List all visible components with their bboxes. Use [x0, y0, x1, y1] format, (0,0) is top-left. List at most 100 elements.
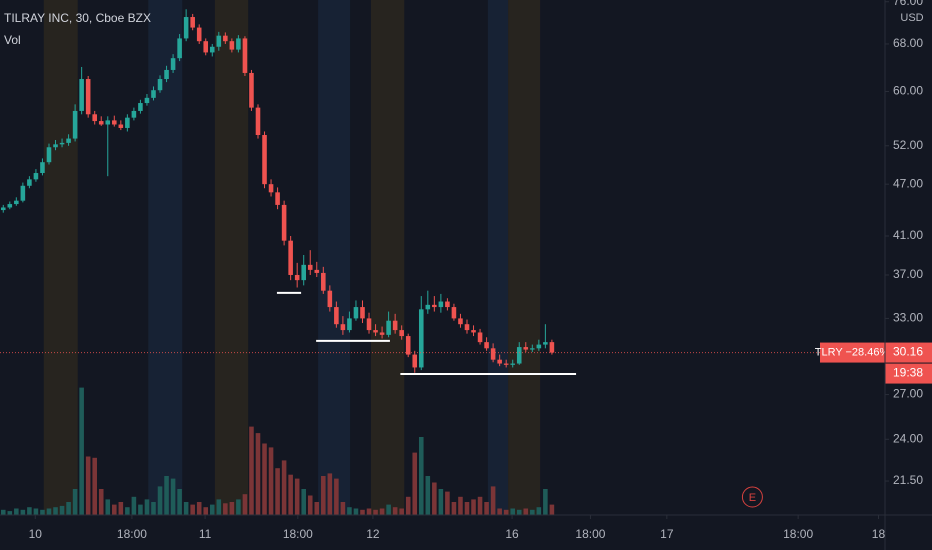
candle-body: [288, 240, 293, 275]
volume-bar: [112, 504, 117, 515]
candle-body: [144, 97, 150, 104]
candle-body: [255, 107, 261, 135]
x-tick-label: 18:00: [283, 527, 313, 541]
candle-body: [418, 309, 424, 368]
candle-body: [490, 348, 496, 360]
candle-body: [27, 179, 32, 186]
y-tick-label: 41.00: [893, 228, 923, 242]
candle-body: [131, 110, 137, 118]
volume-bar: [92, 457, 97, 515]
candle-body: [392, 320, 398, 331]
volume-bar: [386, 504, 391, 515]
candle-body: [112, 120, 117, 125]
last-price-label: 30.16: [893, 345, 923, 359]
volume-bar: [66, 502, 71, 515]
candle-body: [262, 134, 267, 185]
volume-bar: [418, 437, 424, 515]
candle-body: [314, 269, 320, 273]
volume-bar: [190, 504, 195, 515]
volume-bar: [334, 478, 339, 515]
candle-body: [157, 79, 163, 91]
candle-body: [33, 173, 39, 180]
candle-body: [307, 264, 313, 270]
candle-body: [223, 35, 228, 42]
y-tick-label: 37.00: [893, 267, 923, 281]
volume-bar: [177, 489, 182, 515]
candle-body: [399, 330, 404, 337]
volume-bar: [412, 452, 418, 515]
candle-body: [516, 347, 522, 364]
volume-bar: [98, 489, 104, 515]
x-tick-label: 18:00: [783, 527, 813, 541]
x-tick-label: 10: [29, 527, 43, 541]
volume-bar: [301, 489, 306, 515]
x-tick-label: 16: [505, 527, 519, 541]
volume-bar: [516, 509, 522, 515]
volume-bar: [366, 508, 372, 515]
candles: [0, 9, 555, 373]
candle-body: [530, 348, 535, 350]
volume-bar: [151, 502, 156, 515]
candle-body: [229, 41, 235, 50]
candle-body: [66, 138, 71, 143]
x-tick-label: 18: [872, 527, 886, 541]
volume-bar: [543, 489, 548, 515]
candle-body: [85, 79, 91, 115]
session-band: [487, 0, 509, 515]
candle-body: [340, 324, 346, 331]
volume-bar: [14, 508, 19, 515]
candle-body: [53, 144, 58, 148]
volume-bar: [281, 460, 287, 515]
candle-body: [353, 307, 359, 319]
volume-bar: [268, 447, 274, 515]
volume-bar: [445, 491, 450, 515]
candle-body: [72, 110, 78, 139]
volume-bar: [0, 509, 6, 515]
volume-bar: [223, 503, 228, 515]
volume-bar: [451, 502, 457, 515]
y-tick-label: 24.00: [893, 431, 923, 445]
candle-body: [334, 307, 339, 325]
volume-bar: [170, 478, 176, 515]
volume-bar: [46, 508, 52, 515]
volume-bar: [530, 509, 535, 515]
candle-body: [471, 330, 476, 333]
axes: 21.50 24.00 27.00 33.00 37.00 41.00 47.00 52.00…: [29, 0, 924, 541]
candle-body: [432, 304, 437, 308]
volume-bar: [438, 489, 444, 515]
candle-body: [164, 69, 169, 80]
volume-bar: [294, 478, 300, 515]
volume-bar: [144, 499, 150, 515]
volume-bar: [392, 507, 398, 515]
candle-body: [203, 41, 209, 53]
volume-bar: [490, 486, 496, 515]
volume-bar: [105, 499, 111, 515]
candle-body: [425, 304, 431, 310]
candle-body: [484, 342, 489, 349]
candle-body: [301, 264, 306, 281]
candle-body: [386, 320, 391, 335]
candle-body: [125, 117, 130, 128]
candle-body: [216, 35, 222, 47]
event-label: E: [749, 492, 756, 504]
session-band: [214, 0, 249, 515]
volume-bar: [53, 507, 58, 515]
candle-body: [190, 17, 195, 28]
candle-body: [503, 363, 509, 365]
session-band: [318, 0, 351, 515]
volume-bar: [549, 504, 555, 515]
volume-bar: [497, 508, 502, 515]
candle-body: [268, 184, 274, 193]
volume-bar: [131, 496, 137, 515]
candle-body: [464, 324, 470, 331]
y-tick-label: 68.00: [893, 36, 923, 50]
y-tick-label: 33.00: [893, 311, 923, 325]
candle-body: [536, 344, 542, 349]
x-tick-label: 18:00: [117, 527, 147, 541]
candle-body: [451, 307, 457, 319]
session-band: [370, 0, 405, 515]
candle-body: [249, 72, 254, 108]
candle-body: [0, 207, 6, 211]
volume-bar: [242, 494, 248, 515]
